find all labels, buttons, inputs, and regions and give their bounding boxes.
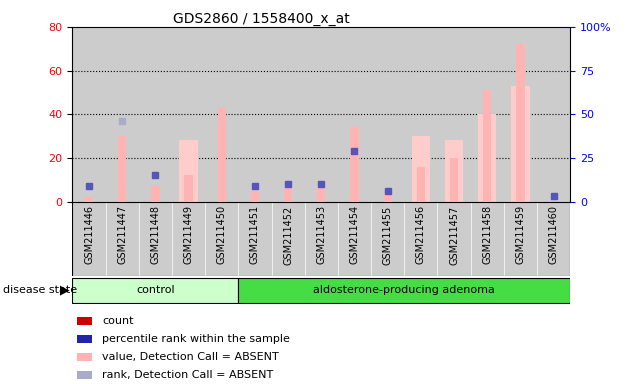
Bar (72, 202, 106, 276)
Text: GSM211452: GSM211452 (283, 205, 293, 265)
Bar (217, 108, 226, 202)
Text: GSM211451: GSM211451 (250, 205, 260, 265)
Text: GSM211458: GSM211458 (482, 205, 492, 265)
Text: disease state: disease state (3, 285, 77, 295)
Bar (205, 27, 238, 202)
Bar (106, 202, 139, 276)
Bar (272, 27, 305, 202)
Bar (238, 202, 272, 276)
Text: control: control (136, 285, 175, 295)
Bar (350, 127, 358, 202)
Bar (512, 86, 529, 202)
Bar (172, 27, 205, 202)
Bar (412, 136, 430, 202)
Bar (537, 202, 570, 276)
Text: rank, Detection Call = ABSENT: rank, Detection Call = ABSENT (102, 370, 273, 380)
Bar (185, 175, 193, 202)
Bar (118, 136, 127, 202)
Bar (77, 371, 93, 379)
Bar (238, 27, 272, 202)
Bar (284, 189, 292, 202)
Bar (251, 191, 259, 202)
Bar (205, 202, 238, 276)
Text: value, Detection Call = ABSENT: value, Detection Call = ABSENT (102, 352, 279, 362)
Text: GSM211454: GSM211454 (350, 205, 360, 265)
Bar (85, 197, 93, 202)
Text: GSM211459: GSM211459 (515, 205, 525, 265)
Bar (471, 27, 504, 202)
Bar (77, 353, 93, 361)
Text: percentile rank within the sample: percentile rank within the sample (102, 334, 290, 344)
Bar (305, 27, 338, 202)
Bar (516, 44, 525, 202)
Bar (384, 191, 392, 202)
Bar (416, 167, 425, 202)
Text: GSM211448: GSM211448 (151, 205, 161, 264)
Bar (72, 278, 238, 303)
Bar (77, 316, 93, 325)
Bar (317, 189, 326, 202)
Text: GSM211446: GSM211446 (84, 205, 94, 264)
Text: GSM211449: GSM211449 (183, 205, 193, 264)
Bar (338, 27, 371, 202)
Bar (172, 202, 205, 276)
Bar (139, 202, 172, 276)
Bar (478, 114, 496, 202)
Bar (72, 27, 106, 202)
Text: GSM211460: GSM211460 (549, 205, 559, 264)
Bar (272, 202, 305, 276)
Bar (504, 202, 537, 276)
Bar (371, 202, 404, 276)
Bar (437, 27, 471, 202)
Bar (238, 278, 570, 303)
Bar (450, 158, 458, 202)
Text: GSM211457: GSM211457 (449, 205, 459, 265)
Bar (305, 202, 338, 276)
Bar (471, 202, 504, 276)
Text: GDS2860 / 1558400_x_at: GDS2860 / 1558400_x_at (173, 12, 350, 25)
Bar (504, 27, 537, 202)
Text: aldosterone-producing adenoma: aldosterone-producing adenoma (313, 285, 495, 295)
Text: GSM211456: GSM211456 (416, 205, 426, 265)
Bar (437, 202, 471, 276)
Text: GSM211450: GSM211450 (217, 205, 227, 265)
Text: count: count (102, 316, 134, 326)
Bar (483, 90, 491, 202)
Bar (371, 27, 404, 202)
Bar (537, 27, 570, 202)
Bar (139, 27, 172, 202)
Text: GSM211455: GSM211455 (382, 205, 392, 265)
Bar (106, 27, 139, 202)
Bar (151, 186, 159, 202)
Text: GSM211447: GSM211447 (117, 205, 127, 265)
Text: GSM211453: GSM211453 (316, 205, 326, 265)
Bar (404, 27, 437, 202)
Bar (338, 202, 371, 276)
Text: ▶: ▶ (60, 284, 69, 297)
Bar (77, 334, 93, 343)
Bar (404, 202, 437, 276)
Bar (445, 141, 463, 202)
Bar (180, 141, 198, 202)
